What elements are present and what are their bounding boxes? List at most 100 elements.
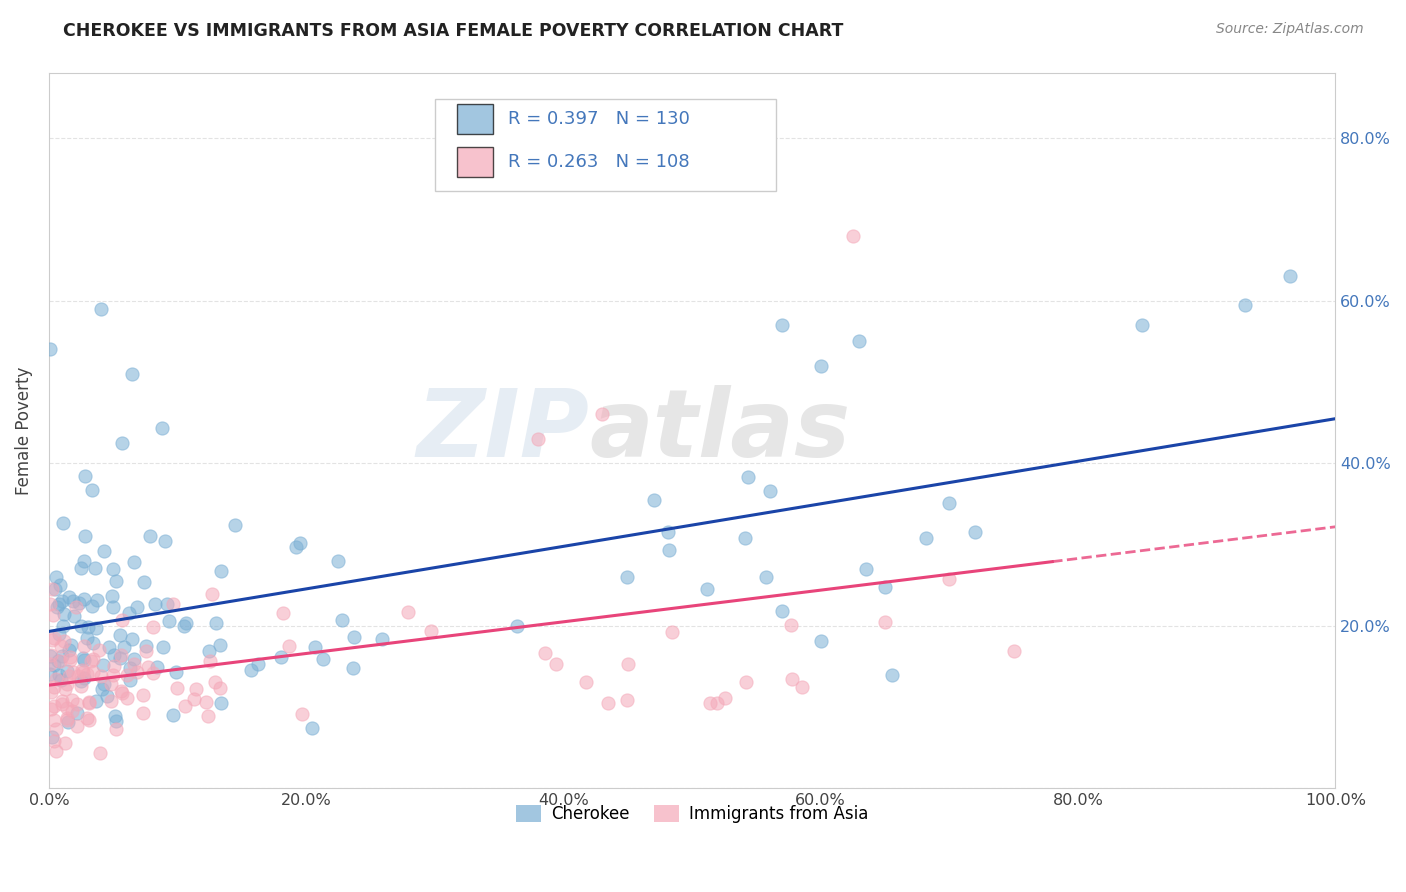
Text: Source: ZipAtlas.com: Source: ZipAtlas.com xyxy=(1216,22,1364,37)
Point xyxy=(110,684,132,698)
Point xyxy=(72,665,94,679)
Point xyxy=(49,673,72,687)
Point xyxy=(198,654,221,668)
Point xyxy=(111,686,134,700)
Point xyxy=(56,664,79,678)
Point xyxy=(166,681,188,696)
Point xyxy=(90,682,112,697)
Point xyxy=(45,672,67,686)
Point xyxy=(73,639,96,653)
Point xyxy=(90,668,112,682)
Point xyxy=(142,619,165,633)
Point xyxy=(132,574,155,589)
Point xyxy=(124,555,146,569)
Point xyxy=(848,334,870,348)
Text: CHEROKEE VS IMMIGRANTS FROM ASIA FEMALE POVERTY CORRELATION CHART: CHEROKEE VS IMMIGRANTS FROM ASIA FEMALE … xyxy=(63,22,844,40)
Point xyxy=(770,318,793,332)
Point xyxy=(42,699,65,714)
Point xyxy=(105,714,128,728)
Point xyxy=(304,640,326,654)
Point xyxy=(55,711,77,725)
Point xyxy=(575,675,598,690)
Point xyxy=(62,665,84,679)
Point xyxy=(115,691,138,706)
Point xyxy=(285,540,308,554)
Point xyxy=(87,643,110,657)
Text: atlas: atlas xyxy=(589,384,851,476)
Point xyxy=(153,533,176,548)
FancyBboxPatch shape xyxy=(457,104,492,135)
Point xyxy=(86,592,108,607)
Point xyxy=(60,693,83,707)
Point xyxy=(115,668,138,682)
Point xyxy=(135,644,157,658)
Point xyxy=(96,689,118,703)
Point xyxy=(49,639,72,653)
Y-axis label: Female Poverty: Female Poverty xyxy=(15,367,32,495)
Point xyxy=(699,696,721,710)
Point xyxy=(103,562,125,576)
Point xyxy=(73,554,96,568)
Point xyxy=(120,673,142,688)
Point xyxy=(131,706,153,720)
Point xyxy=(326,554,349,568)
Point xyxy=(97,640,120,655)
Point xyxy=(53,607,76,621)
Point xyxy=(93,677,115,691)
Point xyxy=(39,342,62,356)
Point xyxy=(165,665,187,679)
Point xyxy=(84,694,107,708)
Point xyxy=(132,689,155,703)
Point xyxy=(396,605,419,619)
Point xyxy=(146,660,169,674)
Point xyxy=(48,668,70,682)
Point xyxy=(59,650,82,665)
Point xyxy=(104,709,127,723)
Point xyxy=(66,719,89,733)
Point xyxy=(526,432,548,446)
Point xyxy=(1234,297,1257,311)
Point xyxy=(873,615,896,629)
Point xyxy=(48,654,70,668)
Point xyxy=(55,677,77,691)
Point xyxy=(734,531,756,545)
Point xyxy=(714,690,737,705)
Point xyxy=(82,665,104,679)
Point xyxy=(616,693,638,707)
Point xyxy=(93,544,115,558)
Text: R = 0.263   N = 108: R = 0.263 N = 108 xyxy=(508,153,690,170)
Point xyxy=(136,659,159,673)
Point xyxy=(101,589,124,603)
Point xyxy=(735,674,758,689)
Point xyxy=(239,664,262,678)
Point xyxy=(124,657,146,671)
Point xyxy=(312,651,335,665)
Point xyxy=(162,597,184,611)
Point xyxy=(938,496,960,510)
Point xyxy=(770,604,793,618)
Point xyxy=(41,607,63,622)
Point xyxy=(270,649,292,664)
Point xyxy=(73,469,96,483)
Point xyxy=(271,607,294,621)
Point xyxy=(247,657,270,672)
Point xyxy=(209,696,232,710)
Point xyxy=(330,613,353,627)
Point xyxy=(42,631,65,645)
Point xyxy=(90,301,112,316)
Point xyxy=(661,625,683,640)
Point xyxy=(111,435,134,450)
Point xyxy=(60,638,83,652)
Point xyxy=(101,600,124,615)
Point xyxy=(82,483,104,498)
Point xyxy=(505,619,527,633)
Point xyxy=(108,651,131,665)
Point xyxy=(84,560,107,574)
Point xyxy=(76,631,98,645)
Point xyxy=(63,609,86,624)
Point xyxy=(39,702,62,716)
Point xyxy=(58,591,80,605)
Point xyxy=(125,599,148,614)
Point xyxy=(82,635,104,649)
Point xyxy=(100,677,122,691)
